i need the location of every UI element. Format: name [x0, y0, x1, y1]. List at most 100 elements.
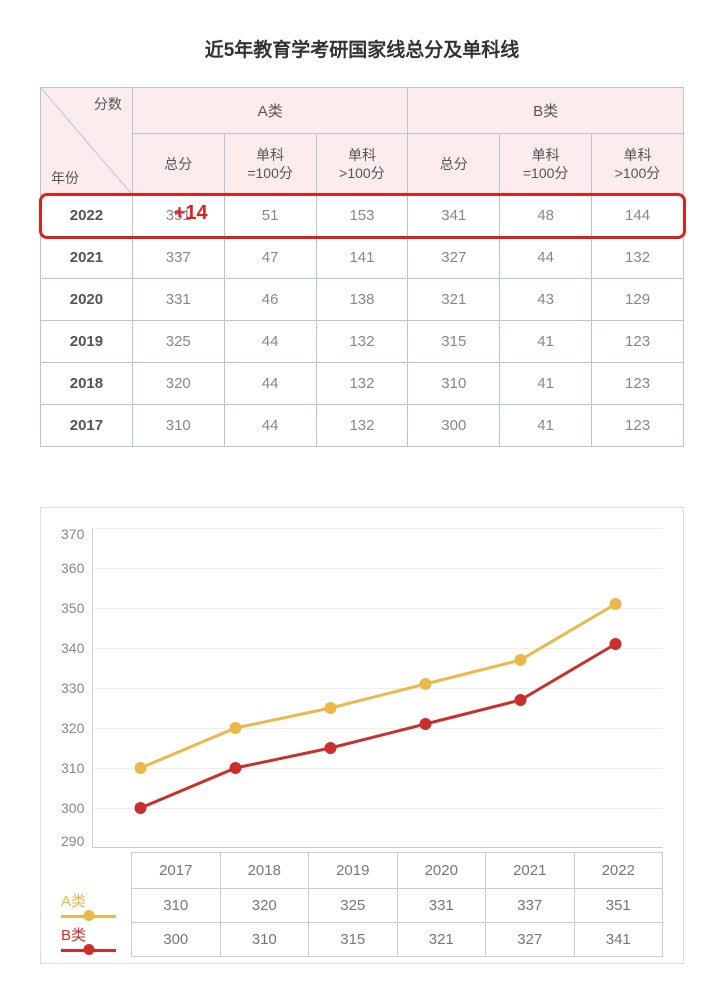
- legend-label-b: B类: [61, 924, 131, 945]
- y-tick-label: 290: [61, 841, 84, 842]
- chart-data-col-header: 2019: [309, 853, 398, 889]
- sub-header: 单科=100分: [500, 134, 592, 195]
- series-line: [141, 644, 616, 808]
- diag-bot-label: 年份: [51, 168, 79, 188]
- chart-plot: [92, 528, 663, 848]
- chart-data-table: 2017201820192020202120223103203253313373…: [131, 852, 663, 957]
- y-tick-label: 320: [61, 728, 84, 729]
- value-cell: 331: [132, 279, 224, 321]
- year-cell: 2022: [41, 195, 133, 237]
- diag-header: 分数年份: [41, 88, 133, 195]
- y-tick-label: 340: [61, 648, 84, 649]
- value-cell: 315: [408, 321, 500, 363]
- value-cell: 44: [224, 405, 316, 447]
- chart-area: 370360350340330320310300290: [61, 528, 663, 848]
- year-cell: 2020: [41, 279, 133, 321]
- series-marker: [515, 654, 527, 666]
- legend-line-a-icon: [61, 911, 116, 921]
- chart-svg: [93, 528, 663, 848]
- series-marker: [610, 598, 622, 610]
- value-cell: 325: [132, 321, 224, 363]
- sub-header: 总分: [132, 134, 224, 195]
- chart-data-cell: 320: [220, 889, 309, 923]
- series-marker: [135, 802, 147, 814]
- value-cell: 153: [316, 195, 408, 237]
- sub-header: 总分: [408, 134, 500, 195]
- value-cell: 132: [592, 237, 684, 279]
- value-cell: 123: [592, 363, 684, 405]
- value-cell: 300: [408, 405, 500, 447]
- series-marker: [420, 678, 432, 690]
- value-cell: 138: [316, 279, 408, 321]
- year-cell: 2021: [41, 237, 133, 279]
- y-axis: 370360350340330320310300290: [61, 528, 92, 848]
- table-row: 20223515115334148144: [41, 195, 684, 237]
- y-tick-label: 370: [61, 534, 84, 535]
- value-cell: 144: [592, 195, 684, 237]
- legend-label-a: A类: [61, 890, 131, 911]
- series-marker: [610, 638, 622, 650]
- chart-data-cell: 331: [397, 889, 486, 923]
- value-cell: 41: [500, 405, 592, 447]
- value-cell: 341: [408, 195, 500, 237]
- y-tick-label: 310: [61, 768, 84, 769]
- value-cell: 46: [224, 279, 316, 321]
- value-cell: 132: [316, 363, 408, 405]
- value-cell: 123: [592, 405, 684, 447]
- chart-data-col-header: 2022: [574, 853, 663, 889]
- series-marker: [230, 722, 242, 734]
- chart-data-cell: 327: [486, 923, 575, 957]
- value-cell: 48: [500, 195, 592, 237]
- sub-header: 单科=100分: [224, 134, 316, 195]
- score-table: 分数年份A类B类总分单科=100分单科>100分总分单科=100分单科>100分…: [40, 87, 684, 447]
- series-marker: [230, 762, 242, 774]
- value-cell: 321: [408, 279, 500, 321]
- value-cell: 123: [592, 321, 684, 363]
- value-cell: 141: [316, 237, 408, 279]
- chart-data-row: 310320325331337351: [132, 889, 663, 923]
- year-cell: 2019: [41, 321, 133, 363]
- score-table-wrap: 分数年份A类B类总分单科=100分单科>100分总分单科=100分单科>100分…: [40, 87, 684, 447]
- score-table-body: 2022351511533414814420213374714132744132…: [41, 195, 684, 447]
- value-cell: 44: [224, 321, 316, 363]
- score-table-head: 分数年份A类B类总分单科=100分单科>100分总分单科=100分单科>100分: [41, 88, 684, 195]
- sub-header: 单科>100分: [592, 134, 684, 195]
- chart-card: 370360350340330320310300290 A类 B类: [40, 507, 684, 964]
- table-row: 20183204413231041123: [41, 363, 684, 405]
- value-cell: 327: [408, 237, 500, 279]
- legend-item-b: B类: [61, 922, 131, 956]
- chart-data-cell: 315: [309, 923, 398, 957]
- group-header-0: A类: [132, 88, 408, 134]
- value-cell: 44: [224, 363, 316, 405]
- series-marker: [325, 742, 337, 754]
- value-cell: 337: [132, 237, 224, 279]
- value-cell: 43: [500, 279, 592, 321]
- y-tick-label: 350: [61, 608, 84, 609]
- value-cell: 132: [316, 405, 408, 447]
- year-cell: 2018: [41, 363, 133, 405]
- series-marker: [420, 718, 432, 730]
- table-row: 20173104413230041123: [41, 405, 684, 447]
- chart-data-cell: 300: [132, 923, 221, 957]
- chart-data-col-header: 2020: [397, 853, 486, 889]
- table-row: 20193254413231541123: [41, 321, 684, 363]
- legend-line-b-icon: [61, 945, 116, 955]
- chart-data-col-header: 2018: [220, 853, 309, 889]
- diag-top-label: 分数: [94, 94, 122, 114]
- value-cell: 51: [224, 195, 316, 237]
- chart-data-cell: 341: [574, 923, 663, 957]
- sub-header: 单科>100分: [316, 134, 408, 195]
- chart-data-col-header: 2017: [132, 853, 221, 889]
- value-cell: 310: [408, 363, 500, 405]
- value-cell: 132: [316, 321, 408, 363]
- chart-data-col-header: 2021: [486, 853, 575, 889]
- table-row: 20203314613832143129: [41, 279, 684, 321]
- value-cell: 41: [500, 321, 592, 363]
- series-marker: [325, 702, 337, 714]
- y-tick-label: 330: [61, 688, 84, 689]
- chart-data-cell: 321: [397, 923, 486, 957]
- value-cell: 129: [592, 279, 684, 321]
- value-cell: 44: [500, 237, 592, 279]
- value-cell: 310: [132, 405, 224, 447]
- value-cell: 320: [132, 363, 224, 405]
